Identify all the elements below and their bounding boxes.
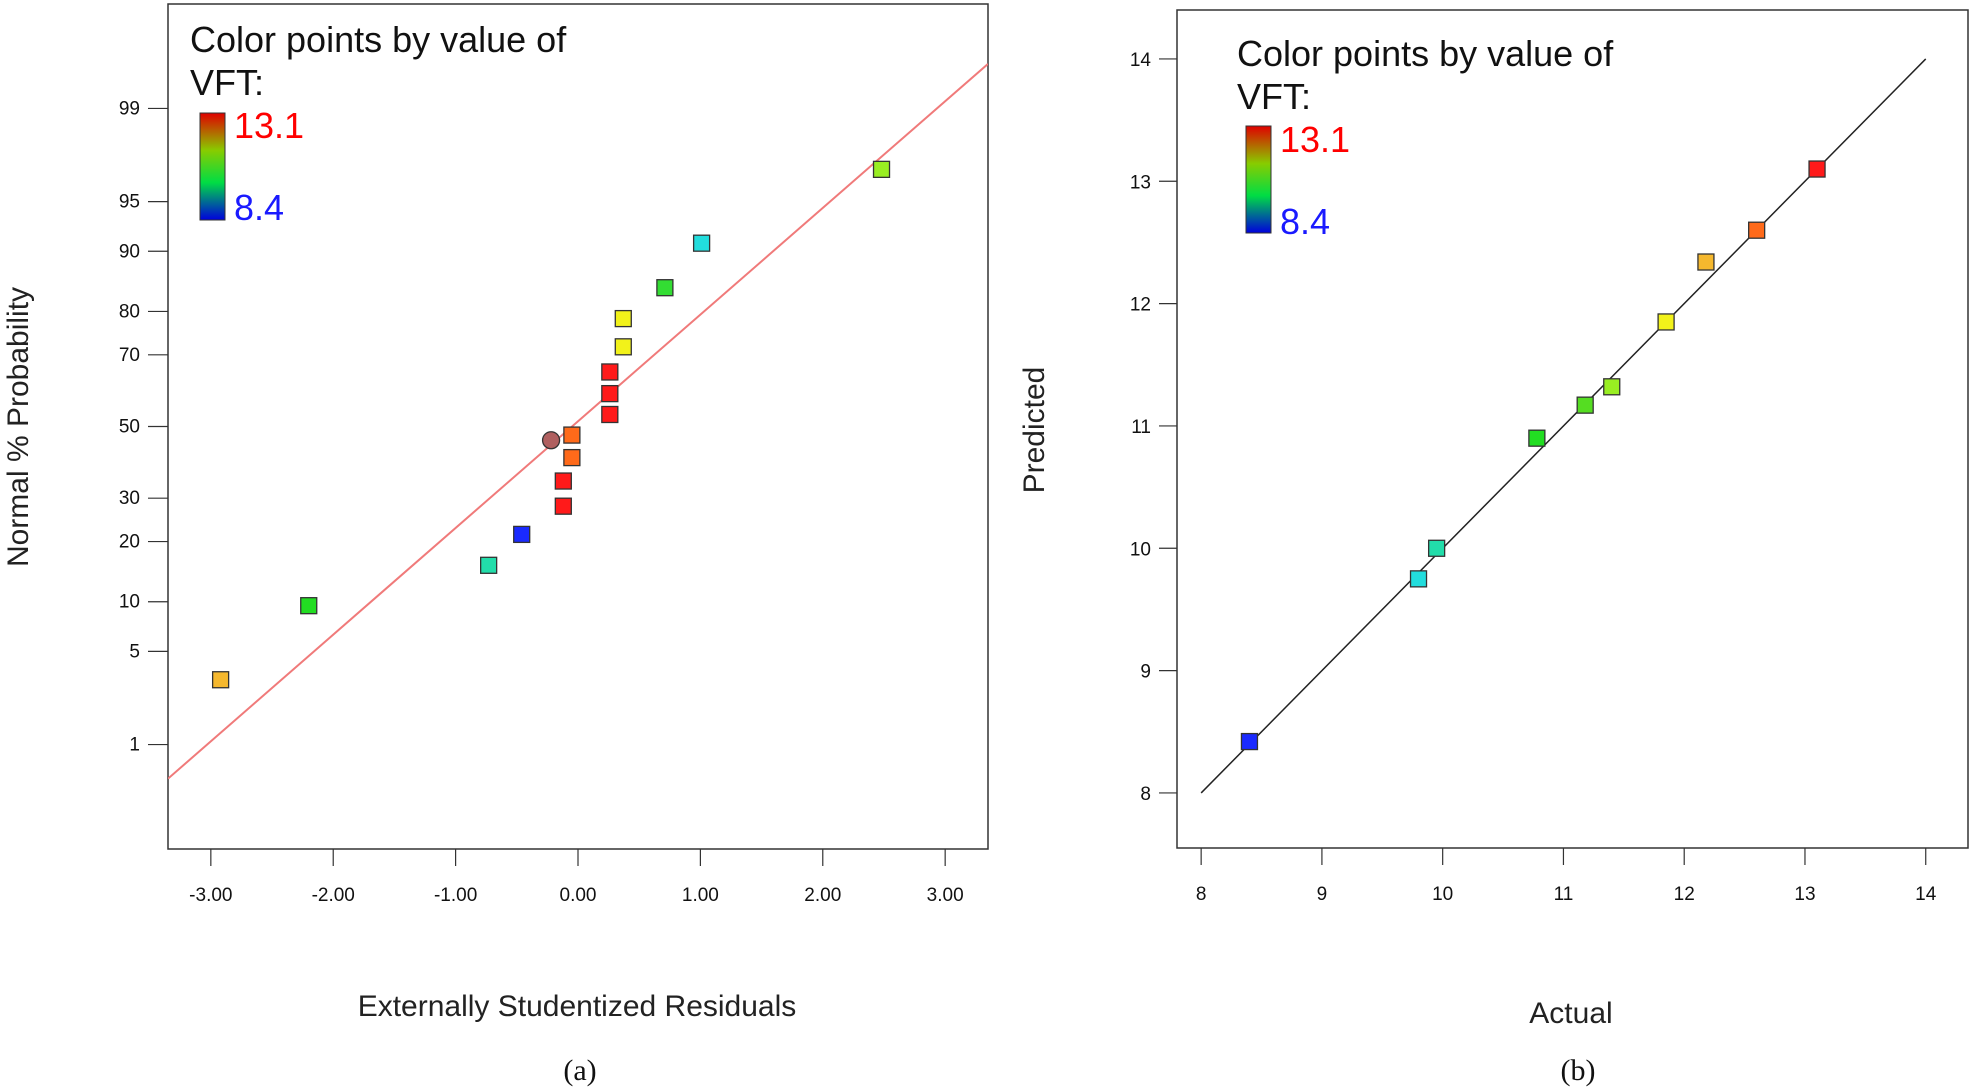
data-point-a bbox=[554, 497, 572, 515]
data-point-a bbox=[300, 597, 318, 615]
data-point-a bbox=[614, 338, 632, 356]
x-tick-label-b: 14 bbox=[1915, 884, 1937, 905]
data-point-a bbox=[554, 472, 572, 490]
y-tick-label-a: 50 bbox=[119, 417, 140, 438]
data-point-a bbox=[563, 426, 581, 444]
y-axis-a: 1 5 10 20 30 50 70 80 90 95 99 bbox=[119, 98, 168, 756]
y-tick-label-a: 10 bbox=[119, 592, 140, 613]
legend-b: Color points by value of VFT: 13.1 8.4 bbox=[1237, 33, 1614, 242]
caption-b: (b) bbox=[1561, 1054, 1596, 1087]
x-axis-title-a: Externally Studentized Residuals bbox=[358, 990, 797, 1023]
x-tick-label-b: 9 bbox=[1317, 884, 1328, 905]
y-tick-label-b: 13 bbox=[1130, 172, 1151, 193]
x-tick-label-a: 3.00 bbox=[927, 885, 964, 906]
x-tick-label-b: 12 bbox=[1674, 884, 1695, 905]
data-point-a bbox=[601, 405, 619, 424]
x-tick-label-b: 13 bbox=[1794, 884, 1815, 905]
legend-max-b: 13.1 bbox=[1280, 119, 1350, 160]
data-point-b bbox=[1603, 378, 1621, 396]
subplot-b: 8 9 10 11 12 13 14 8 9 10 11 12 13 14 Color points b… bbox=[1018, 9, 1969, 1087]
data-point-b bbox=[1808, 160, 1826, 178]
points-b bbox=[1240, 160, 1826, 751]
data-point-b bbox=[1697, 253, 1715, 271]
legend-title-line1-a: Color points by value of bbox=[190, 19, 567, 60]
legend-title-line1-b: Color points by value of bbox=[1237, 33, 1614, 74]
legend-colorbar-a bbox=[199, 112, 226, 221]
fit-line-b bbox=[1200, 58, 1927, 794]
legend-a: Color points by value of VFT: 13.1 8.4 bbox=[190, 19, 567, 228]
data-point-b bbox=[1748, 221, 1766, 239]
legend-min-b: 8.4 bbox=[1280, 201, 1330, 242]
points-a bbox=[211, 160, 891, 689]
y-tick-label-a: 80 bbox=[119, 301, 140, 322]
x-tick-label-b: 10 bbox=[1432, 884, 1453, 905]
y-tick-label-a: 70 bbox=[119, 345, 140, 366]
y-tick-label-a: 30 bbox=[119, 488, 140, 509]
data-point-a bbox=[601, 363, 619, 381]
data-point-a bbox=[692, 234, 711, 252]
data-point-b bbox=[1427, 539, 1446, 557]
y-tick-label-b: 8 bbox=[1140, 784, 1151, 805]
y-tick-label-a: 5 bbox=[129, 641, 140, 662]
data-point-a bbox=[480, 556, 498, 574]
x-axis-title-b: Actual bbox=[1529, 997, 1612, 1030]
data-point-b bbox=[1409, 570, 1428, 588]
x-tick-label-a: -1.00 bbox=[434, 885, 477, 906]
legend-max-a: 13.1 bbox=[234, 105, 304, 146]
data-point-b bbox=[1240, 732, 1259, 751]
legend-title-line2-a: VFT: bbox=[190, 62, 264, 103]
data-point-a bbox=[513, 525, 531, 544]
y-tick-label-a: 1 bbox=[129, 735, 140, 756]
legend-min-a: 8.4 bbox=[234, 187, 284, 228]
data-point-a bbox=[541, 431, 561, 450]
data-point-b bbox=[1576, 396, 1594, 414]
y-axis-title-a: Normal % Probability bbox=[2, 287, 35, 567]
data-point-a bbox=[614, 309, 632, 328]
legend-colorbar-b bbox=[1245, 125, 1272, 234]
fit-line-a bbox=[168, 63, 988, 780]
y-tick-label-a: 20 bbox=[119, 532, 140, 553]
data-point-a bbox=[656, 279, 674, 297]
x-tick-label-b: 11 bbox=[1554, 884, 1574, 905]
x-tick-label-a: -2.00 bbox=[312, 885, 355, 906]
x-tick-label-a: -3.00 bbox=[189, 885, 232, 906]
y-tick-label-b: 9 bbox=[1140, 662, 1151, 683]
legend-title-line2-b: VFT: bbox=[1237, 76, 1311, 117]
x-tick-label-b: 8 bbox=[1196, 884, 1207, 905]
y-tick-label-b: 10 bbox=[1130, 539, 1151, 560]
x-axis-a: -3.00 -2.00 -1.00 0.00 1.00 2.00 3.00 bbox=[189, 849, 964, 906]
y-axis-b: 8 9 10 11 12 13 14 bbox=[1130, 50, 1177, 805]
x-tick-label-a: 0.00 bbox=[560, 885, 597, 906]
data-point-a bbox=[601, 384, 619, 403]
y-tick-label-a: 95 bbox=[119, 192, 140, 213]
y-tick-label-b: 14 bbox=[1130, 50, 1152, 71]
data-point-a bbox=[563, 448, 581, 467]
caption-a: (a) bbox=[563, 1054, 596, 1087]
x-tick-label-a: 2.00 bbox=[804, 885, 841, 906]
subplot-a: 1 5 10 20 30 50 70 80 90 95 99 -3.00 -2.00 -1.00 0.00… bbox=[2, 3, 989, 1087]
data-point-b bbox=[1528, 429, 1546, 447]
y-tick-label-a: 99 bbox=[119, 98, 140, 119]
data-point-b bbox=[1657, 313, 1675, 331]
data-point-a bbox=[211, 671, 230, 689]
y-axis-title-b: Predicted bbox=[1018, 367, 1051, 494]
x-tick-label-a: 1.00 bbox=[682, 885, 719, 906]
data-point-a bbox=[872, 160, 891, 179]
y-tick-label-a: 90 bbox=[119, 241, 140, 262]
x-axis-b: 8 9 10 11 12 13 14 bbox=[1196, 848, 1937, 905]
y-tick-label-b: 12 bbox=[1130, 295, 1151, 316]
y-tick-label-b: 11 bbox=[1131, 417, 1151, 438]
